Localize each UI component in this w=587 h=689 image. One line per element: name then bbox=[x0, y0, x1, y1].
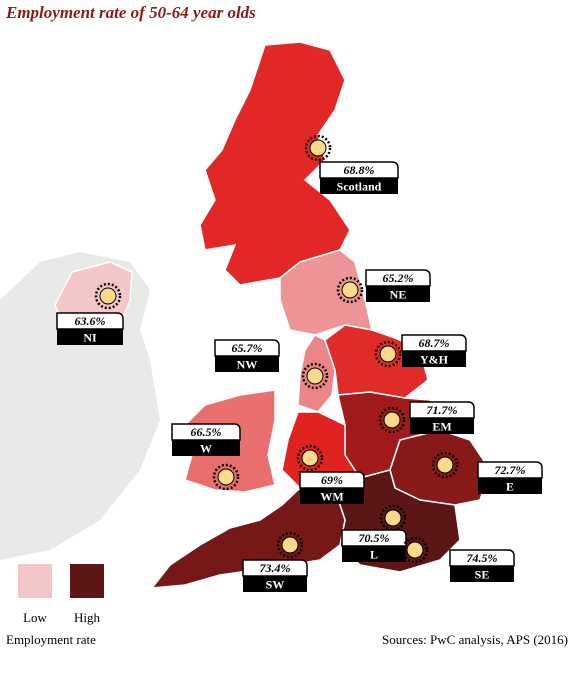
sun-ring bbox=[301, 362, 329, 390]
legend-title: Employment rate bbox=[6, 632, 96, 647]
sun-ring bbox=[374, 340, 402, 368]
sun-ring bbox=[276, 531, 304, 559]
name-box bbox=[320, 178, 398, 194]
value-label: 68.8% bbox=[344, 163, 375, 177]
sun bbox=[379, 345, 397, 363]
region-name: SE bbox=[475, 568, 490, 582]
value-box bbox=[242, 559, 308, 577]
value-label: 70.5% bbox=[359, 531, 390, 545]
name-box bbox=[243, 576, 307, 592]
region-label: 73.4% SW bbox=[242, 531, 308, 592]
name-box bbox=[215, 356, 279, 372]
region-name: E bbox=[506, 480, 514, 494]
value-box bbox=[299, 471, 365, 489]
value-label: 74.5% bbox=[467, 551, 498, 565]
region-name: Y&H bbox=[420, 353, 449, 367]
sun-ring bbox=[296, 444, 324, 472]
value-label: 72.7% bbox=[495, 463, 526, 477]
region-label: 72.7% E bbox=[431, 451, 543, 494]
value-label: 71.7% bbox=[427, 403, 458, 417]
region-name: NE bbox=[390, 288, 407, 302]
source: Sources: PwC analysis, APS (2016) bbox=[382, 632, 568, 647]
region-label: 69% WM bbox=[296, 444, 365, 504]
region-label: 68.8% Scotland bbox=[304, 134, 399, 194]
sun-ring bbox=[304, 134, 332, 162]
region-name: WM bbox=[320, 490, 343, 504]
sun bbox=[341, 281, 359, 299]
region-name: EM bbox=[432, 420, 451, 434]
name-box bbox=[366, 286, 430, 302]
value-box bbox=[449, 549, 515, 567]
sun-ring bbox=[378, 406, 406, 434]
name-box bbox=[57, 329, 123, 345]
legend-high-label: High bbox=[74, 610, 101, 625]
region-label: 68.7% Y&H bbox=[374, 334, 467, 368]
region-name: NI bbox=[83, 331, 97, 345]
value-label: 63.6% bbox=[75, 314, 106, 328]
name-box bbox=[478, 478, 542, 494]
value-box bbox=[171, 423, 241, 441]
sun bbox=[309, 139, 327, 157]
region-name: SW bbox=[266, 578, 285, 592]
sun bbox=[306, 367, 324, 385]
region-name: W bbox=[200, 442, 212, 456]
value-label: 73.4% bbox=[260, 561, 291, 575]
region-name: NW bbox=[237, 358, 258, 372]
value-label: 68.7% bbox=[419, 336, 450, 350]
value-box bbox=[341, 529, 407, 547]
name-box bbox=[402, 351, 466, 367]
value-label: 66.5% bbox=[191, 425, 222, 439]
value-box bbox=[214, 339, 280, 357]
region-label: 74.5% SE bbox=[401, 536, 515, 582]
sun bbox=[384, 509, 402, 527]
region-label: 63.6% NI bbox=[56, 282, 124, 345]
name-box bbox=[450, 566, 514, 582]
value-label: 69% bbox=[321, 473, 343, 487]
sun bbox=[383, 411, 401, 429]
name-box bbox=[300, 488, 364, 504]
sun bbox=[99, 287, 117, 305]
title: Employment rate of 50-64 year olds bbox=[5, 3, 256, 22]
region-name: Scotland bbox=[337, 180, 382, 194]
sun bbox=[281, 536, 299, 554]
sun bbox=[436, 456, 454, 474]
name-box bbox=[410, 418, 474, 434]
sun bbox=[406, 541, 424, 559]
value-label: 65.2% bbox=[383, 271, 414, 285]
region-label: 71.7% EM bbox=[378, 401, 475, 434]
region-label: 65.2% NE bbox=[336, 269, 431, 304]
name-box bbox=[342, 546, 406, 562]
value-box bbox=[365, 269, 431, 287]
value-box bbox=[319, 161, 399, 179]
region-label: 65.7% NW bbox=[214, 339, 329, 390]
sun-ring bbox=[379, 504, 407, 532]
value-box bbox=[401, 334, 467, 352]
sun-ring bbox=[212, 463, 240, 491]
sun-ring bbox=[431, 451, 459, 479]
value-box bbox=[409, 401, 475, 419]
sun-ring bbox=[401, 536, 429, 564]
value-label: 65.7% bbox=[232, 341, 263, 355]
sun-ring bbox=[94, 282, 122, 310]
value-box bbox=[56, 312, 124, 330]
legend-low-swatch bbox=[18, 564, 52, 598]
name-box bbox=[172, 440, 240, 456]
region-label: 70.5% L bbox=[341, 504, 407, 562]
value-box bbox=[477, 461, 543, 479]
region-label: 66.5% W bbox=[171, 423, 241, 491]
legend-low-label: Low bbox=[23, 610, 47, 625]
region-name: L bbox=[370, 548, 378, 562]
sun-ring bbox=[336, 276, 364, 304]
sun bbox=[301, 449, 319, 467]
sun bbox=[217, 468, 235, 486]
legend-high-swatch bbox=[70, 564, 104, 598]
